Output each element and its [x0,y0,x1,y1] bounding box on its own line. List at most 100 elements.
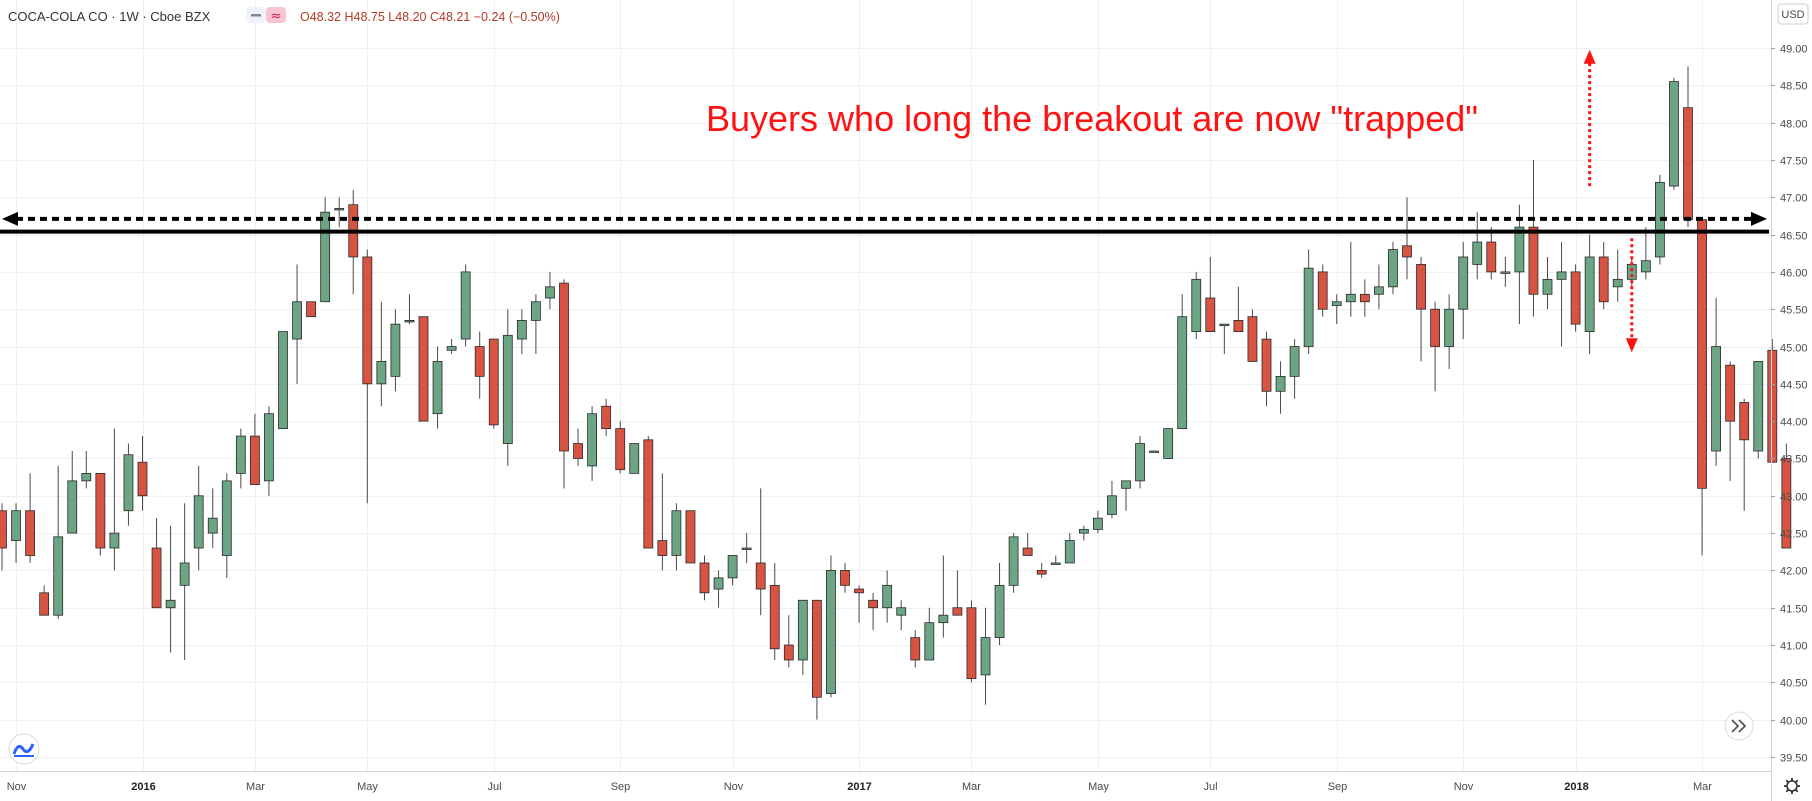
candle-body [657,540,668,556]
candle-body [1697,219,1707,489]
y-tick-label: 45.00 [1780,343,1808,355]
double-chevron-right-icon[interactable] [1724,711,1754,741]
candle-body [629,443,640,474]
candle-body [362,256,373,385]
candle-body [320,211,331,303]
candle [1345,242,1356,317]
candle [1486,227,1497,280]
candle [980,607,991,705]
candle [109,428,120,571]
candle [1514,204,1525,325]
candle-body [854,588,864,594]
candle-body [0,510,7,549]
candles [0,66,1792,720]
candle [1500,256,1511,287]
candle [264,406,274,496]
candle-body [812,599,822,698]
candle-body [278,331,288,430]
candle [516,309,527,354]
currency-label: USD [1781,9,1804,21]
candle-body [418,316,429,422]
candle [278,331,288,430]
candle [418,316,429,422]
candle-body [966,607,977,680]
x-tick-label: May [1088,781,1109,793]
candle-body [826,570,836,694]
grid-lines [0,0,1771,771]
candle-body [390,323,401,377]
candle [1416,256,1426,362]
y-tick-label: 48.50 [1780,81,1808,93]
candle [573,428,583,466]
candle-body [573,443,583,459]
candle [193,465,204,571]
candle-body [334,208,345,211]
candle [966,600,977,683]
candle-body [559,282,569,452]
candle-body [1008,536,1019,586]
y-tick-label: 49.00 [1780,44,1808,56]
x-tick-label: 2016 [131,781,155,793]
gear-icon[interactable] [1784,778,1800,794]
candle [531,294,541,354]
approx-icon[interactable]: ≈ [266,7,286,24]
candle [474,331,485,399]
candle-body [1107,495,1117,515]
candle-body [376,361,387,385]
x-tick-label: Jul [487,781,501,793]
candle-body [643,439,654,549]
candle-body [1388,249,1398,288]
x-tick-label: Sep [611,781,631,793]
candle-body [1598,256,1609,303]
time-axis[interactable]: Nov 2016 Mar May Jul Sep Nov 2017 Mar May Jul Sep No… [7,781,1713,793]
x-tick-label: Sep [1328,781,1348,793]
candle [1528,159,1539,317]
candle [292,264,302,384]
candle [0,503,7,571]
y-tick-label: 40.00 [1780,716,1808,728]
candle-body [1739,402,1750,441]
candle-body [1121,480,1131,489]
candle [320,197,331,303]
candle-body [1359,293,1370,303]
candle-body [1135,443,1145,482]
y-tick-label: 42.00 [1780,566,1808,578]
candle-body [713,577,724,590]
candle [812,599,822,720]
y-tick-label: 40.50 [1780,678,1808,690]
y-tick-label: 48.00 [1780,119,1808,131]
candle [404,294,415,325]
y-tick-label: 47.00 [1780,193,1808,205]
candle-body [1458,256,1469,310]
candle [1640,227,1651,280]
candle [1064,533,1075,564]
candle [1767,339,1778,463]
symbol-title[interactable]: COCA-COLA CO · 1W · Cboe BZX [8,9,211,24]
x-tick-label: May [357,781,378,793]
price-axis[interactable]: 39.50 40.00 40.50 41.00 41.50 42.00 42.50 43.00… [1771,44,1808,765]
minus-icon[interactable] [246,7,266,23]
candle-body [783,644,794,661]
candle [1275,361,1286,414]
candle-body [1416,264,1426,310]
candle-body [1247,316,1258,362]
candle [362,249,373,504]
candle-body [1556,271,1567,280]
candle-body [1093,517,1103,530]
candle [25,473,36,563]
candle-body [868,599,878,609]
candle [615,421,626,474]
candle-body [207,517,218,534]
candle-body [727,555,738,579]
candle [1177,294,1188,430]
y-tick-label: 41.50 [1780,604,1808,616]
tradingview-logo-icon[interactable] [8,733,40,765]
candle [53,465,64,619]
candle [151,518,162,609]
currency-badge[interactable] [1777,3,1809,25]
candle [1556,242,1567,347]
annotation-text: Buyers who long the breakout are now "tr… [706,98,1478,139]
candle [1149,450,1159,453]
candle-body [1191,278,1202,332]
